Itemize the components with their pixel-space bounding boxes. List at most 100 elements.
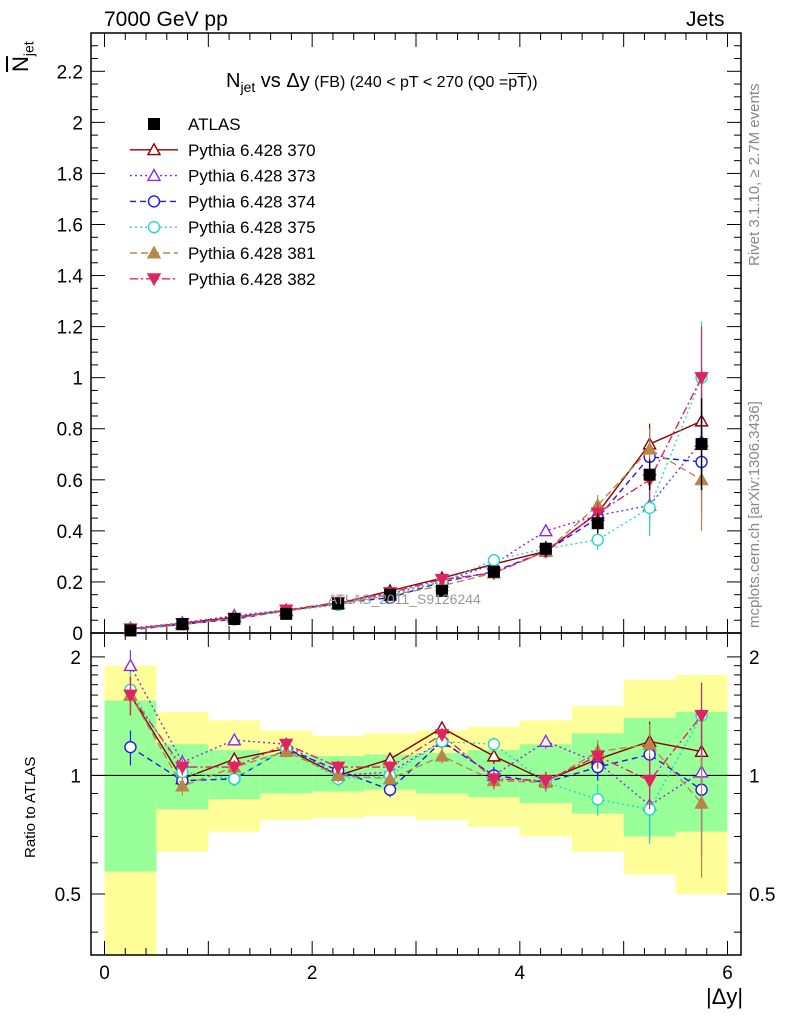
- legend-entry: Pythia 6.428 373: [130, 167, 316, 186]
- legend: ATLAS Pythia 6.428 370 Pythia 6.428 373 Pyt…: [130, 115, 316, 289]
- legend-label: ATLAS: [188, 115, 241, 134]
- header-left: 7000 GeV pp: [104, 8, 228, 31]
- data-point: [332, 597, 345, 610]
- header-right: Jets: [686, 8, 725, 31]
- legend-label: Pythia 6.428 375: [188, 218, 316, 237]
- data-point: [176, 618, 189, 631]
- data-point: [175, 761, 190, 775]
- series-line: [129, 665, 702, 807]
- legend-label: Pythia 6.428 374: [188, 192, 316, 211]
- data-point: [486, 748, 502, 762]
- data-point: [382, 771, 398, 785]
- ratio-band-green: [104, 700, 157, 872]
- ylabel-top-sub: jet: [20, 41, 37, 57]
- legend-marker: [147, 220, 161, 234]
- legend-entry: Pythia 6.428 375: [130, 218, 316, 237]
- series-line: [129, 689, 703, 811]
- data-point: [591, 793, 604, 806]
- y-tick-label-main: 0.2: [57, 573, 83, 594]
- data-point: [643, 501, 656, 515]
- data-point: [694, 709, 709, 723]
- data-point: [227, 761, 242, 775]
- y-tick-label-main: 0.6: [57, 471, 83, 492]
- series-line: [130, 441, 703, 629]
- legend-entry: ATLAS: [148, 115, 241, 134]
- data-point: [487, 554, 501, 567]
- data-point: [434, 729, 450, 743]
- ratio-uncertainty-bands: [104, 665, 728, 955]
- x-tick-label: 6: [722, 963, 733, 984]
- legend-entry: Pythia 6.428 370: [130, 141, 316, 160]
- series-line: [130, 377, 703, 630]
- data-point: [382, 761, 398, 775]
- legend-label: Pythia 6.428 373: [188, 167, 316, 186]
- data-point: [330, 761, 346, 775]
- series-line: [129, 694, 702, 782]
- legend-label: Pythia 6.428 381: [188, 244, 316, 263]
- series-5: [123, 326, 709, 637]
- legend-marker: [147, 195, 161, 208]
- y-tick-label-main: 1.4: [57, 267, 84, 288]
- x-tick-label: 4: [515, 963, 526, 984]
- legend-entry: Pythia 6.428 374: [130, 192, 316, 211]
- series-line: [129, 694, 703, 782]
- data-point: [435, 584, 448, 597]
- rivet-label: Rivet 3.1.10, ≥ 2.7M events: [746, 83, 763, 267]
- x-tick-label: 0: [99, 963, 110, 984]
- legend-marker: [148, 118, 160, 130]
- data-point: [434, 748, 450, 762]
- data-point: [591, 517, 604, 530]
- data-point: [124, 624, 137, 637]
- legend-marker: [146, 142, 162, 156]
- analysis-watermark: ATLAS_2011_S9126244: [328, 591, 481, 607]
- series-line: [130, 448, 702, 630]
- y-tick-label-main: 1: [72, 369, 83, 390]
- y-axis-label-bottom: Ratio to ATLAS: [22, 756, 39, 858]
- legend-label: Pythia 6.428 382: [188, 270, 316, 289]
- data-point: [590, 750, 605, 764]
- title-sub: jet: [240, 79, 256, 95]
- ratio-series-5: [123, 676, 709, 810]
- ylabel-top-main: N: [8, 56, 33, 72]
- legend-entry: Pythia 6.428 382: [130, 270, 316, 289]
- y-tick-label-ratio: 1: [70, 766, 81, 787]
- y-tick-label-ratio: 2: [70, 648, 81, 669]
- y-tick-label-main: 2: [72, 113, 83, 134]
- data-point: [123, 689, 138, 703]
- y-tick-label-main: 2.2: [57, 62, 83, 83]
- y-tick-label-main: 1.2: [57, 318, 83, 339]
- data-point: [175, 778, 190, 792]
- data-point: [124, 740, 137, 754]
- data-point: [486, 773, 502, 787]
- data-point: [538, 523, 553, 537]
- data-point: [434, 573, 450, 587]
- data-point: [538, 734, 553, 747]
- title-end: )): [526, 74, 538, 91]
- title-rest: vs Δy: [255, 70, 310, 92]
- series-line: [130, 740, 702, 791]
- data-point: [695, 438, 708, 451]
- data-point: [643, 468, 656, 481]
- title-small: (FB) (240 < pT < 270 (Q0 =: [309, 74, 509, 91]
- y-tick-label-main: 0: [72, 624, 83, 645]
- data-point: [487, 565, 500, 578]
- data-point: [228, 772, 241, 786]
- legend-marker: [146, 245, 162, 259]
- title-main: N: [226, 70, 241, 92]
- data-point: [694, 795, 709, 809]
- ratio-band-green: [260, 754, 313, 794]
- data-point: [227, 732, 242, 746]
- data-point: [642, 736, 657, 750]
- data-point: [279, 738, 294, 752]
- y-tick-label-main: 0.4: [57, 522, 84, 543]
- series-line: [130, 420, 702, 630]
- data-point: [539, 542, 552, 555]
- chart-title: Njet vs Δy (FB) (240 < pT < 270 (Q0 =pT)…: [226, 70, 538, 95]
- data-point: [330, 768, 346, 781]
- series-3: [124, 321, 708, 636]
- y-tick-label-ratio: 0.5: [55, 885, 81, 906]
- series-line: [130, 377, 703, 630]
- legend-entry: Pythia 6.428 381: [130, 244, 316, 263]
- y-tick-label-main: 1.8: [57, 164, 83, 185]
